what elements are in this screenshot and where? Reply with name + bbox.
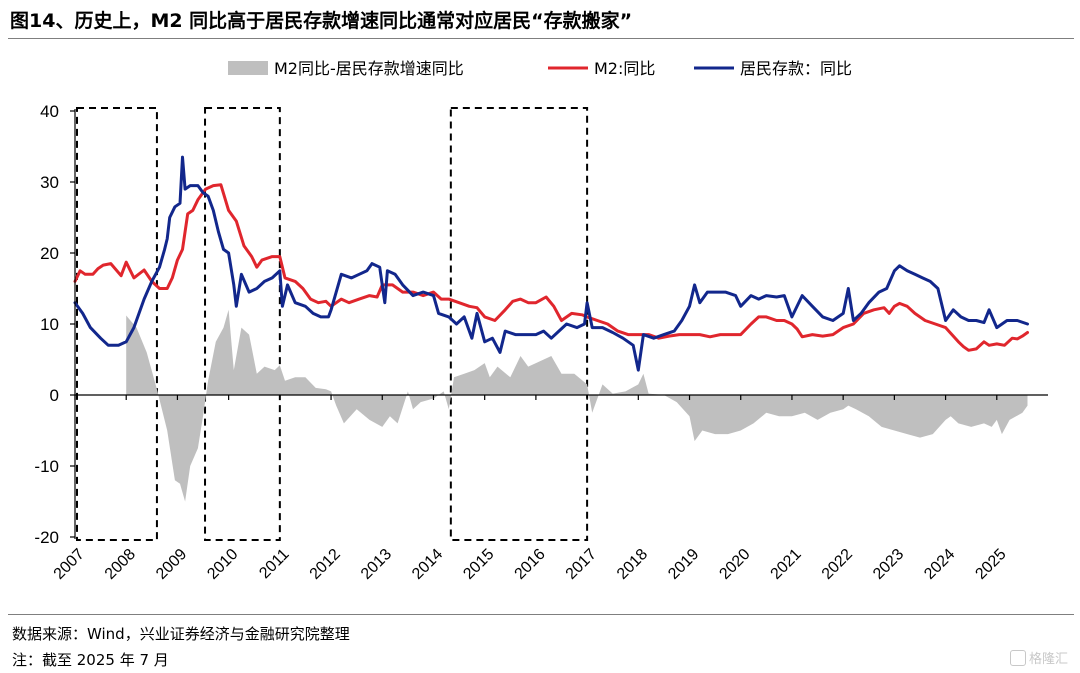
y-tick-label: 30: [40, 173, 59, 192]
series-area-diff: [126, 309, 1028, 502]
x-tick-label: 2017: [563, 546, 600, 583]
x-tick-label: 2018: [614, 546, 651, 583]
x-tick-label: 2007: [51, 546, 88, 583]
x-tick-label: 2023: [870, 546, 907, 583]
y-tick-label: 20: [40, 244, 59, 263]
x-tick-label: 2024: [921, 546, 958, 583]
legend-swatch-area: [228, 61, 268, 75]
x-tick-label: 2010: [204, 546, 241, 583]
watermark-logo-icon: [1009, 650, 1026, 666]
line-series: [73, 155, 1029, 372]
y-tick-label: -20: [34, 528, 59, 547]
legend-label-3: 居民存款：同比: [740, 59, 852, 78]
legend-label-2: M2:同比: [594, 59, 655, 78]
chart-canvas: -20 -10 0 10 20 30 40 2007 2008 2009 2010 2011 2012 2…: [34, 59, 1048, 583]
series-line-deposit: [73, 155, 1029, 372]
x-tick-label: 2020: [716, 546, 753, 583]
x-tick-label: 2011: [256, 546, 292, 582]
x-tick-label: 2019: [665, 546, 702, 583]
x-tick-label: 2014: [409, 546, 446, 583]
title-divider: [8, 38, 1074, 39]
x-tick-label: 2015: [460, 546, 497, 583]
highlight-box-2: [204, 107, 281, 541]
y-tick-label: 0: [50, 386, 59, 405]
highlight-box-1: [76, 107, 158, 541]
x-tick-label: 2009: [153, 546, 190, 583]
footer-divider: [8, 614, 1074, 615]
x-tick-label: 2025: [972, 546, 1009, 583]
figure-title: 图14、历史上，M2 同比高于居民存款增速同比通常对应居民“存款搬家”: [10, 10, 633, 32]
watermark: 格隆汇: [1009, 648, 1068, 667]
date-note: 注：截至 2025 年 7 月: [12, 651, 169, 669]
watermark-text: 格隆汇: [1028, 652, 1068, 667]
y-tick-label: -10: [34, 457, 59, 476]
legend-label-1: M2同比-居民存款增速同比: [274, 59, 464, 78]
highlight-boxes: [76, 107, 589, 541]
x-tick-label: 2022: [819, 546, 856, 583]
y-tick-label: 40: [40, 102, 59, 121]
x-tick-label: 2012: [307, 546, 344, 583]
x-tick-label: 2013: [358, 546, 395, 583]
source-note: 数据来源：Wind，兴业证券经济与金融研究院整理: [12, 625, 350, 643]
x-tick-label: 2016: [512, 546, 549, 583]
x-tick-label: 2021: [768, 546, 805, 583]
y-tick-label: 10: [40, 315, 59, 334]
highlight-box-3: [449, 107, 589, 541]
x-tick-label: 2008: [102, 546, 139, 583]
axes: -20 -10 0 10 20 30 40 2007 2008 2009 2010 2011 2012 2…: [34, 102, 1048, 583]
series-line-m2: [73, 183, 1029, 352]
legend: M2同比-居民存款增速同比 M2:同比 居民存款：同比: [228, 59, 852, 78]
area-series: [126, 309, 1028, 502]
